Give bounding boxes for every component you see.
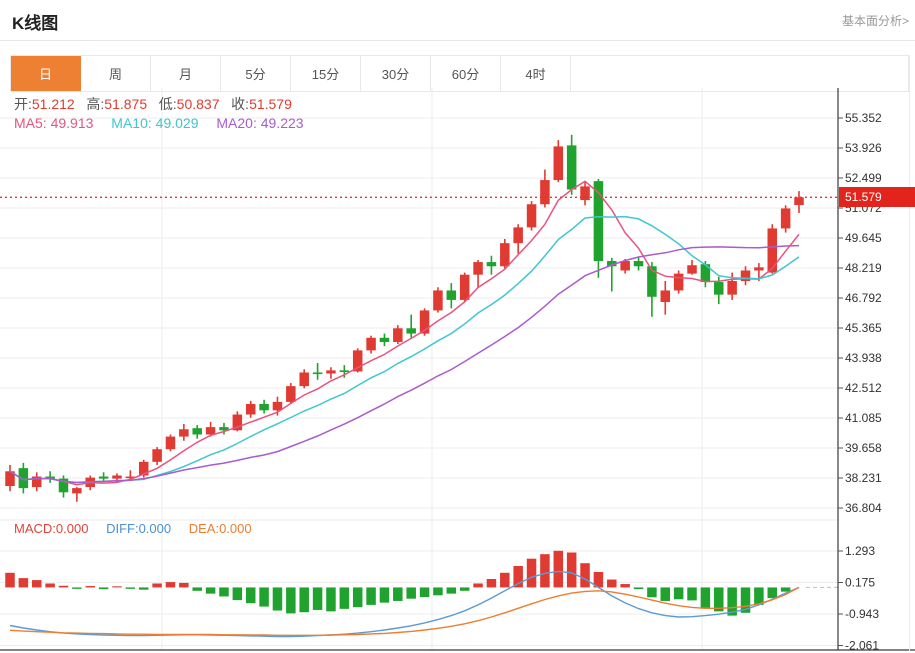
svg-text:53.926: 53.926 xyxy=(845,141,882,155)
tab-60min[interactable]: 60分 xyxy=(431,56,501,91)
open-value: 51.212 xyxy=(31,96,75,112)
tab-5min[interactable]: 5分 xyxy=(221,56,291,91)
macd-legend: MACD:0.000 DIFF:0.000 DEA:0.000 xyxy=(14,521,266,536)
open-label: 开: xyxy=(14,96,32,112)
svg-text:49.645: 49.645 xyxy=(845,231,882,245)
svg-text:42.512: 42.512 xyxy=(845,381,882,395)
dea-value-legend: DEA:0.000 xyxy=(188,521,252,536)
tab-30min[interactable]: 30分 xyxy=(361,56,431,91)
svg-text:48.219: 48.219 xyxy=(845,261,882,275)
svg-text:41.085: 41.085 xyxy=(845,411,882,425)
ma5-legend: MA5: 49.913 xyxy=(14,115,94,131)
last-price-badge: 51.579 xyxy=(839,187,915,208)
low-label: 低: xyxy=(158,96,177,112)
close-label: 收: xyxy=(231,96,250,112)
tab-bar-filler xyxy=(571,56,908,91)
right-container-border xyxy=(909,55,910,651)
svg-text:55.352: 55.352 xyxy=(845,111,882,125)
svg-text:45.365: 45.365 xyxy=(845,321,882,335)
svg-text:46.792: 46.792 xyxy=(845,291,882,305)
svg-text:1.293: 1.293 xyxy=(845,544,875,558)
high-label: 高: xyxy=(86,96,105,112)
fundamental-analysis-link[interactable]: 基本面分析> xyxy=(841,14,909,28)
svg-text:52.499: 52.499 xyxy=(845,171,882,185)
svg-text:39.658: 39.658 xyxy=(845,441,882,455)
close-value: 51.579 xyxy=(249,96,292,112)
tab-day[interactable]: 日 xyxy=(11,56,81,91)
period-tab-bar: 日 周 月 5分 15分 30分 60分 4时 xyxy=(10,55,909,92)
svg-text:-0.943: -0.943 xyxy=(845,607,879,621)
macd-value-legend: MACD:0.000 xyxy=(14,521,89,536)
candlestick-chart-canvas[interactable]: 55.35253.92652.49951.07249.64548.21946.7… xyxy=(0,88,915,653)
diff-value-legend: DIFF:0.000 xyxy=(106,521,172,536)
ma20-legend: MA20: 49.223 xyxy=(216,115,304,131)
svg-text:36.804: 36.804 xyxy=(845,501,882,515)
tab-month[interactable]: 月 xyxy=(151,56,221,91)
tab-week[interactable]: 周 xyxy=(81,56,151,91)
header-divider xyxy=(0,40,915,41)
svg-text:-2.061: -2.061 xyxy=(845,639,879,653)
svg-text:43.938: 43.938 xyxy=(845,351,882,365)
ohlc-legend: 开:51.212 高:51.875 低:50.837 收:51.579 xyxy=(14,94,292,114)
ma-legend: MA5: 49.913 MA10: 49.029 MA20: 49.223 xyxy=(14,115,318,131)
tab-4hour[interactable]: 4时 xyxy=(501,56,571,91)
svg-text:0.175: 0.175 xyxy=(845,576,875,590)
high-value: 51.875 xyxy=(104,96,148,112)
low-value: 50.837 xyxy=(176,96,220,112)
svg-text:38.231: 38.231 xyxy=(845,471,882,485)
chart-area[interactable]: 55.352 53.926 52.499 51.072 49.645 48.219 46.7… xyxy=(0,88,915,653)
tab-15min[interactable]: 15分 xyxy=(291,56,361,91)
page-title: K线图 xyxy=(12,14,59,33)
ma10-legend: MA10: 49.029 xyxy=(111,115,199,131)
